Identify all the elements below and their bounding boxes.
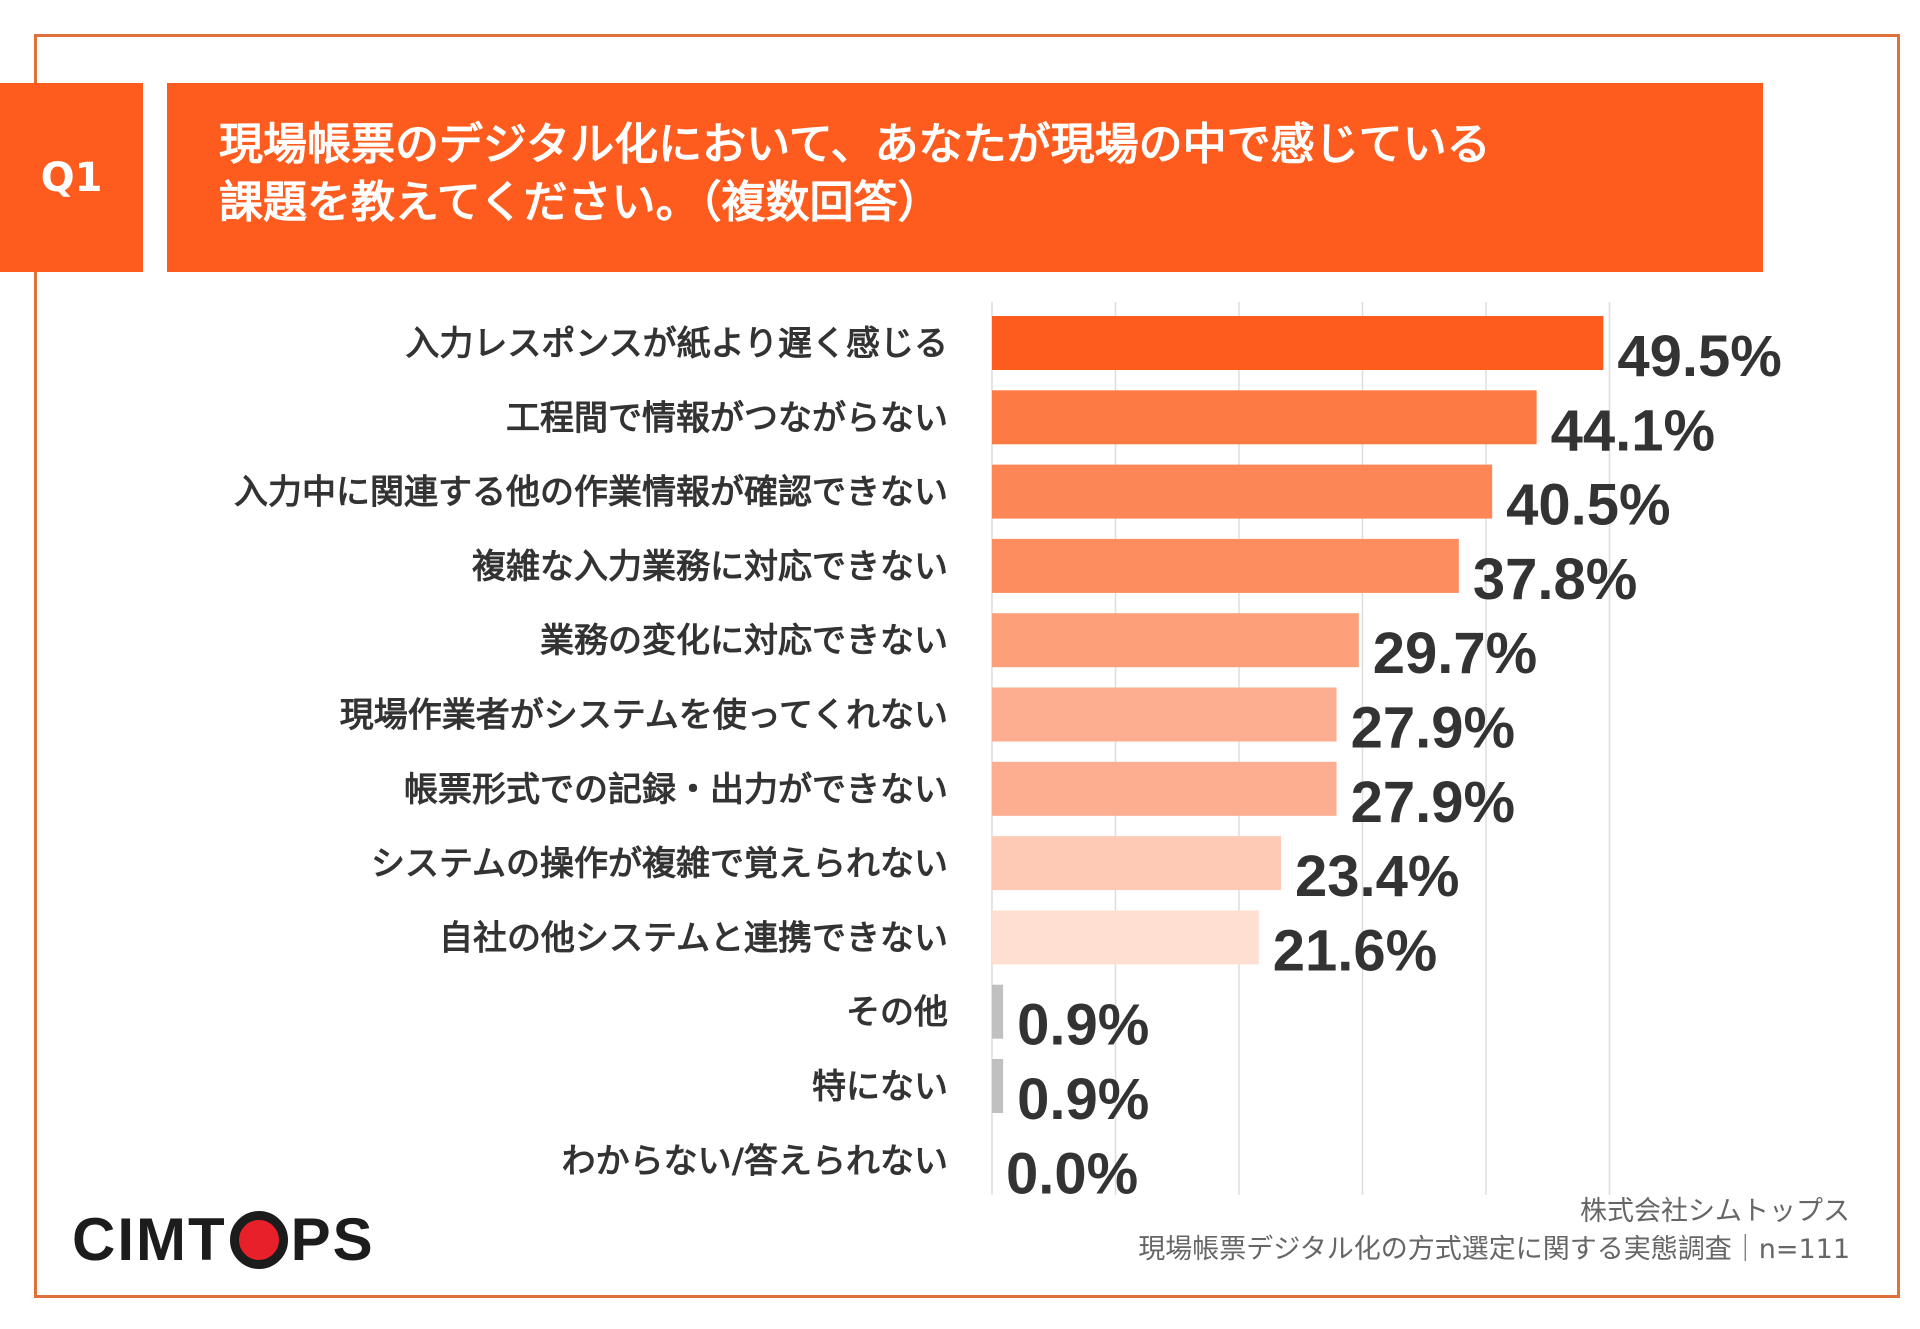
category-label: 特にない: [812, 1067, 948, 1107]
bar: [992, 1059, 1004, 1113]
value-label: 44.1%: [1551, 398, 1715, 463]
bar: [992, 761, 1337, 816]
source-note: 株式会社シムトップス 現場帳票デジタル化の方式選定に関する実態調査｜n=111: [1138, 1193, 1850, 1269]
outer-frame: [34, 34, 1900, 1298]
value-label: 0.0%: [1006, 1141, 1138, 1206]
value-label: 27.9%: [1351, 770, 1515, 835]
value-label: 37.8%: [1473, 547, 1637, 612]
value-label: 0.9%: [1017, 993, 1149, 1058]
bar: [992, 984, 1004, 1039]
cimtops-logo: CIMT PS: [72, 1205, 375, 1274]
category-label: 現場作業者がシステムを使ってくれない: [340, 696, 948, 736]
bar: [992, 464, 1493, 519]
logo-o-mark: [229, 1210, 288, 1269]
question-number-tab: Q1: [0, 83, 143, 272]
value-label: 49.5%: [1617, 324, 1781, 389]
category-label: わからない/答えられない: [562, 1141, 948, 1181]
category-label: 業務の変化に対応できない: [540, 621, 948, 661]
question-number: Q1: [40, 154, 103, 201]
question-banner: 現場帳票のデジタル化において、あなたが現場の中で感じている 課題を教えてください…: [167, 83, 1763, 272]
logo-text-suffix: PS: [290, 1206, 375, 1273]
logo-text-prefix: CIMT: [72, 1206, 227, 1273]
survey-info: 現場帳票デジタル化の方式選定に関する実態調査｜n=111: [1138, 1234, 1850, 1265]
bar: [992, 836, 1281, 891]
company-name: 株式会社シムトップス: [1580, 1196, 1850, 1227]
category-label: システムの操作が複雑で覚えられない: [371, 844, 948, 884]
bar: [992, 687, 1337, 742]
value-label: 23.4%: [1295, 844, 1459, 909]
bar: [992, 613, 1359, 668]
bar: [992, 390, 1537, 445]
value-label: 21.6%: [1273, 918, 1437, 983]
value-label: 0.9%: [1017, 1067, 1149, 1132]
question-text-line1: 現場帳票のデジタル化において、あなたが現場の中で感じている: [219, 119, 1491, 170]
question-text-line2: 課題を教えてください。（複数回答）: [219, 177, 942, 228]
value-label: 29.7%: [1373, 621, 1537, 686]
bar: [992, 538, 1459, 593]
category-label: 自社の他システムと連携できない: [439, 918, 948, 958]
category-label: 帳票形式での記録・出力ができない: [404, 770, 948, 810]
category-label: 工程間で情報がつながらない: [506, 398, 948, 438]
value-label: 40.5%: [1506, 473, 1670, 538]
bar: [992, 910, 1259, 965]
bar: [992, 316, 1604, 370]
category-label: 複雑な入力業務に対応できない: [472, 547, 948, 587]
category-label: その他: [846, 993, 948, 1033]
value-label: 27.9%: [1351, 696, 1515, 761]
category-label: 入力中に関連する他の作業情報が確認できない: [234, 473, 948, 513]
category-label: 入力レスポンスが紙より遅く感じる: [405, 324, 948, 364]
